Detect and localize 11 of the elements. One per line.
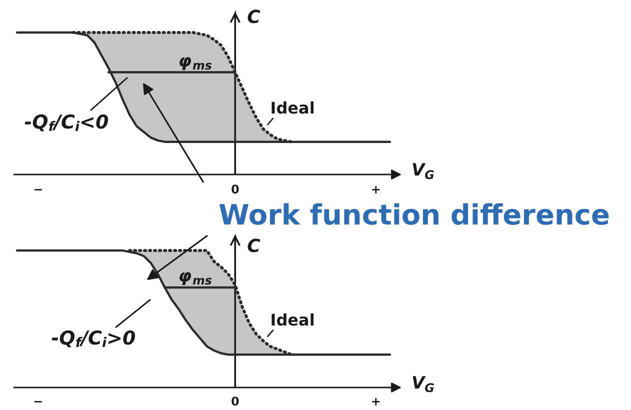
series-label: Ideal bbox=[270, 98, 315, 118]
x-tick-label: 0 bbox=[230, 182, 240, 196]
text: Work function difference bbox=[218, 198, 610, 232]
series-label: Ideal bbox=[270, 310, 315, 330]
x-tick-label: − bbox=[33, 394, 44, 408]
x-tick-label: − bbox=[33, 182, 44, 196]
x-tick-label: + bbox=[370, 182, 381, 196]
y-axis-title: C bbox=[247, 7, 262, 28]
x-tick-label: + bbox=[370, 394, 381, 408]
x-tick-label: 0 bbox=[230, 394, 240, 408]
y-axis-title: C bbox=[247, 236, 262, 257]
